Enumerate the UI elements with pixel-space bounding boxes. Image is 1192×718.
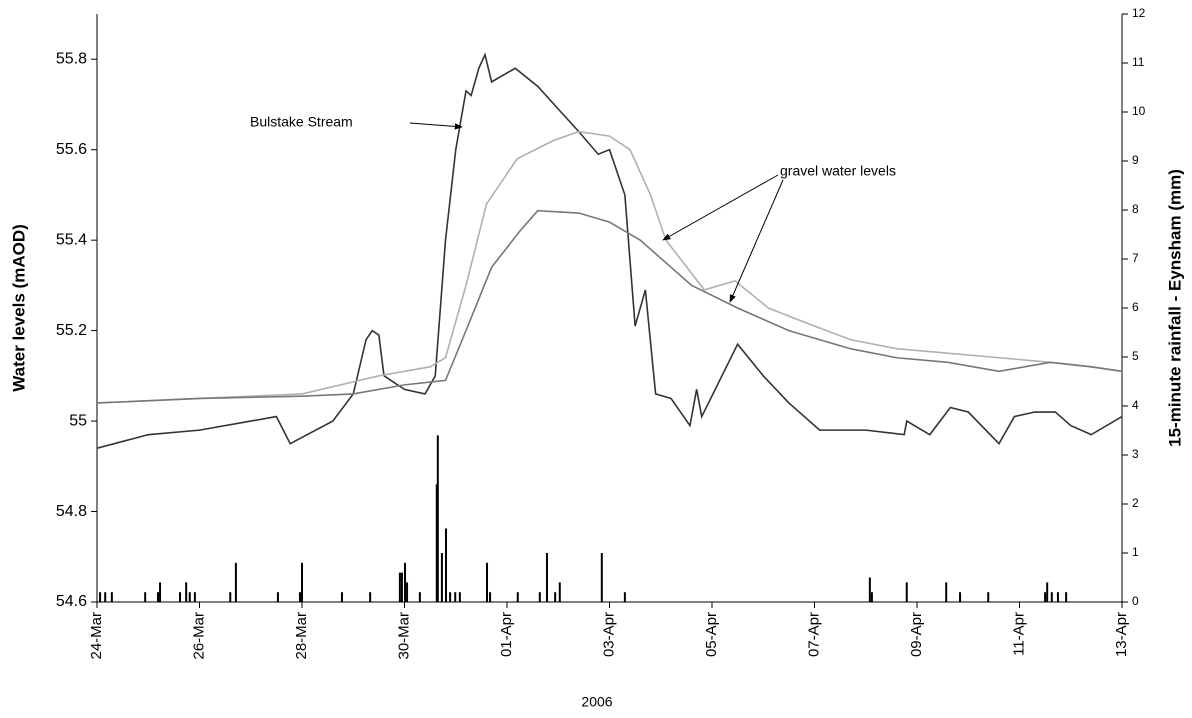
bar [435,484,438,602]
x-tick-label: 24-Mar [88,612,105,660]
y-tick-label: 55.8 [56,50,87,67]
y-tick-label: 55.6 [56,141,87,158]
bar [404,562,407,602]
y2-tick-label: 8 [1132,202,1139,216]
x-tick-label: 03-Apr [600,612,617,657]
y2-tick-label: 0 [1132,594,1139,608]
arrow [409,122,463,130]
y2-axis-title: 15-minute rainfall - Eynsham (mm) [1165,169,1184,447]
line-series [96,52,1123,449]
bar [234,562,237,602]
arrow [729,179,784,303]
bar [418,592,421,602]
bar [440,553,443,602]
bar [436,435,439,602]
y2-tick-label: 5 [1132,349,1139,363]
bar [156,592,159,602]
bar [449,592,452,602]
bar [276,592,279,602]
bar [458,592,461,602]
bar [623,592,626,602]
bar [486,562,489,602]
arrow [662,174,779,241]
bar [868,577,871,602]
bar [489,592,492,602]
y-tick-label: 55.2 [56,322,87,339]
bar [1056,592,1059,602]
bar [193,592,196,602]
x-tick-label: 05-Apr [703,612,720,657]
x-axis-title: 2006 [581,694,612,710]
bar [1044,592,1047,602]
bar [554,592,557,602]
x-tick-label: 01-Apr [498,612,515,657]
bar [185,582,188,602]
bar [369,592,372,602]
bar [945,582,948,602]
annotation: Bulstake Stream [250,114,353,130]
plot-area: 54.654.85555.255.455.655.801234567891011… [56,6,1146,659]
y2-tick-label: 3 [1132,447,1139,461]
bar [301,562,303,602]
bar [445,528,448,602]
bar [1065,592,1068,602]
y-tick-label: 54.6 [56,593,87,610]
y-axis-title: Water levels (mAOD) [9,224,28,392]
bar [905,582,908,602]
bar [298,592,301,602]
x-tick-label: 28-Mar [293,612,310,660]
bar [99,592,102,602]
y2-tick-label: 9 [1132,153,1139,167]
bar [870,592,873,602]
bar [600,553,603,602]
x-tick-label: 11-Apr [1010,612,1027,656]
y-tick-label: 55 [69,412,87,429]
y2-tick-label: 11 [1132,55,1145,69]
bar [398,572,401,602]
y2-tick-label: 7 [1132,251,1139,265]
bar [538,592,541,602]
x-tick-label: 13-Apr [1113,612,1130,657]
bar [558,582,561,602]
y2-tick-label: 2 [1132,496,1139,510]
bar [110,592,113,602]
y2-tick-label: 4 [1132,398,1139,412]
bar [159,582,162,602]
bar [179,592,182,602]
bar [1050,592,1053,602]
y2-tick-label: 6 [1132,300,1139,314]
bar [959,592,962,602]
x-tick-label: 30-Mar [395,612,412,660]
y2-tick-label: 12 [1132,6,1146,20]
bar [545,553,548,602]
line-series [96,130,1123,404]
x-tick-label: 07-Apr [805,612,822,657]
bar [1046,582,1049,602]
y2-tick-label: 10 [1132,104,1146,118]
y2-tick-label: 1 [1132,545,1139,559]
x-tick-label: 26-Mar [190,612,207,660]
bar [516,592,519,602]
bar [400,572,403,602]
bar [454,592,457,602]
bar [144,592,147,602]
bar [104,592,107,602]
bar [406,582,409,602]
bar [188,592,191,602]
y-tick-label: 55.4 [56,231,87,248]
annotation: gravel water levels [780,163,896,179]
bar [987,592,990,602]
bar [340,592,343,602]
line-series [96,209,1123,404]
bar [229,592,232,602]
y-tick-label: 54.8 [56,503,87,520]
x-tick-label: 09-Apr [908,612,925,657]
